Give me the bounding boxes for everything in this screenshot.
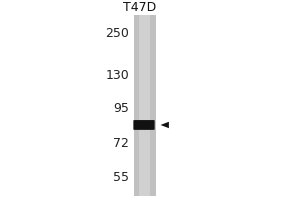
Bar: [139, 15, 150, 196]
Text: 95: 95: [113, 102, 129, 115]
Text: T47D: T47D: [123, 1, 156, 14]
Bar: [134, 15, 156, 196]
FancyBboxPatch shape: [133, 120, 155, 130]
Polygon shape: [160, 122, 169, 128]
Text: 55: 55: [113, 171, 129, 184]
Text: 130: 130: [105, 69, 129, 82]
Text: 72: 72: [113, 137, 129, 150]
Text: 250: 250: [105, 27, 129, 40]
